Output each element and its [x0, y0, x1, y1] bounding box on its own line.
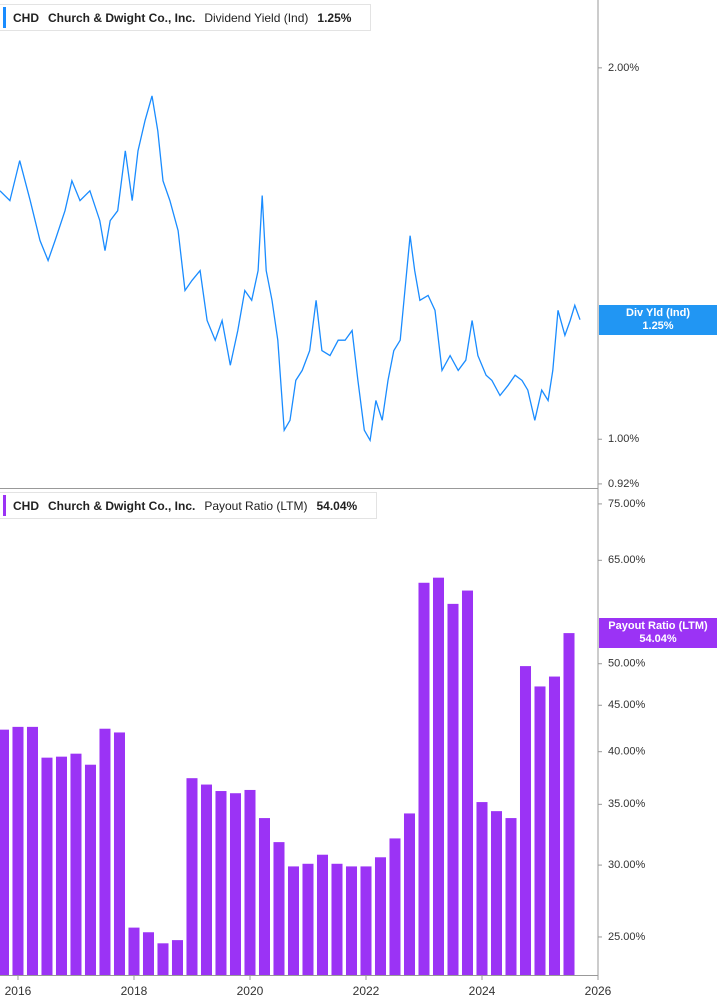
- bar: [128, 927, 140, 975]
- last-value-tag: Div Yld (Ind) 1.25%: [599, 304, 717, 335]
- bar: [41, 757, 53, 975]
- x-tick-label: 2018: [121, 984, 148, 998]
- y-tick-label: 30.00%: [608, 859, 646, 871]
- legend-swatch: [3, 495, 6, 516]
- bar: [84, 764, 96, 975]
- bar: [461, 590, 474, 975]
- y-tick-label: 75.00%: [608, 498, 646, 510]
- legend-header: CHD Church & Dwight Co., Inc. Payout Rat…: [0, 492, 378, 519]
- bar: [476, 802, 488, 975]
- x-tick-label: 2022: [353, 984, 380, 998]
- legend-header: CHD Church & Dwight Co., Inc. Dividend Y…: [0, 4, 372, 31]
- tag-label: Div Yld (Ind): [626, 306, 690, 319]
- bar: [0, 729, 9, 975]
- tag-value: 54.04%: [639, 633, 677, 646]
- bar: [345, 866, 358, 975]
- last-value-tag: Payout Ratio (LTM) 54.04%: [599, 618, 717, 649]
- bar: [113, 732, 125, 975]
- x-tick-label: 2026: [585, 984, 612, 998]
- y-tick-label: 0.92%: [608, 478, 639, 490]
- tag-label: Payout Ratio (LTM): [608, 620, 708, 633]
- bar: [505, 818, 517, 975]
- ticker: CHD: [13, 498, 39, 513]
- bar: [302, 863, 314, 975]
- y-tick-label: 35.00%: [608, 798, 646, 810]
- bar: [432, 577, 445, 975]
- metric: Payout Ratio (LTM): [204, 498, 308, 513]
- bar: [360, 866, 372, 975]
- bar: [447, 603, 459, 975]
- company: Church & Dwight Co., Inc.: [48, 498, 196, 513]
- bar: [519, 666, 532, 975]
- bar: [215, 791, 227, 975]
- y-tick-label: 50.00%: [608, 658, 646, 670]
- bar: [200, 784, 212, 975]
- y-tick-label: 45.00%: [608, 699, 646, 711]
- tag-value: 1.25%: [642, 319, 674, 332]
- bar: [273, 842, 285, 975]
- bar: [490, 811, 503, 975]
- bar: [55, 756, 67, 975]
- bar: [244, 789, 256, 975]
- metric: Dividend Yield (Ind): [204, 10, 309, 25]
- x-tick-label: 2016: [5, 984, 32, 998]
- y-tick-label: 1.00%: [608, 433, 639, 445]
- bar: [534, 686, 546, 975]
- bar: [229, 793, 241, 975]
- y-tick-label: 65.00%: [608, 554, 646, 566]
- y-tick-label: 25.00%: [608, 931, 646, 943]
- bar: [12, 726, 24, 975]
- ticker: CHD: [13, 10, 39, 25]
- bar: [316, 854, 329, 975]
- y-tick-label: 40.00%: [608, 746, 646, 758]
- bar: [70, 753, 82, 975]
- y-tick-label: 2.00%: [608, 62, 639, 74]
- bar: [389, 838, 401, 975]
- dividend-yield-line: [0, 95, 581, 443]
- metric-value: 1.25%: [317, 10, 352, 25]
- bar: [374, 857, 387, 975]
- bar: [548, 676, 561, 975]
- bar: [142, 932, 154, 975]
- legend-swatch: [3, 7, 6, 28]
- bar: [418, 582, 430, 975]
- bar: [171, 940, 183, 975]
- x-tick-label: 2024: [469, 984, 496, 998]
- metric-value: 54.04%: [316, 498, 358, 513]
- bar: [99, 728, 111, 975]
- bar: [186, 778, 198, 975]
- bar: [403, 813, 416, 975]
- bar: [331, 863, 343, 975]
- bar: [258, 818, 270, 975]
- bar: [157, 943, 169, 975]
- bar: [563, 633, 575, 975]
- x-tick-label: 2020: [237, 984, 264, 998]
- company: Church & Dwight Co., Inc.: [48, 10, 196, 25]
- bar: [26, 726, 38, 975]
- bar: [287, 866, 299, 975]
